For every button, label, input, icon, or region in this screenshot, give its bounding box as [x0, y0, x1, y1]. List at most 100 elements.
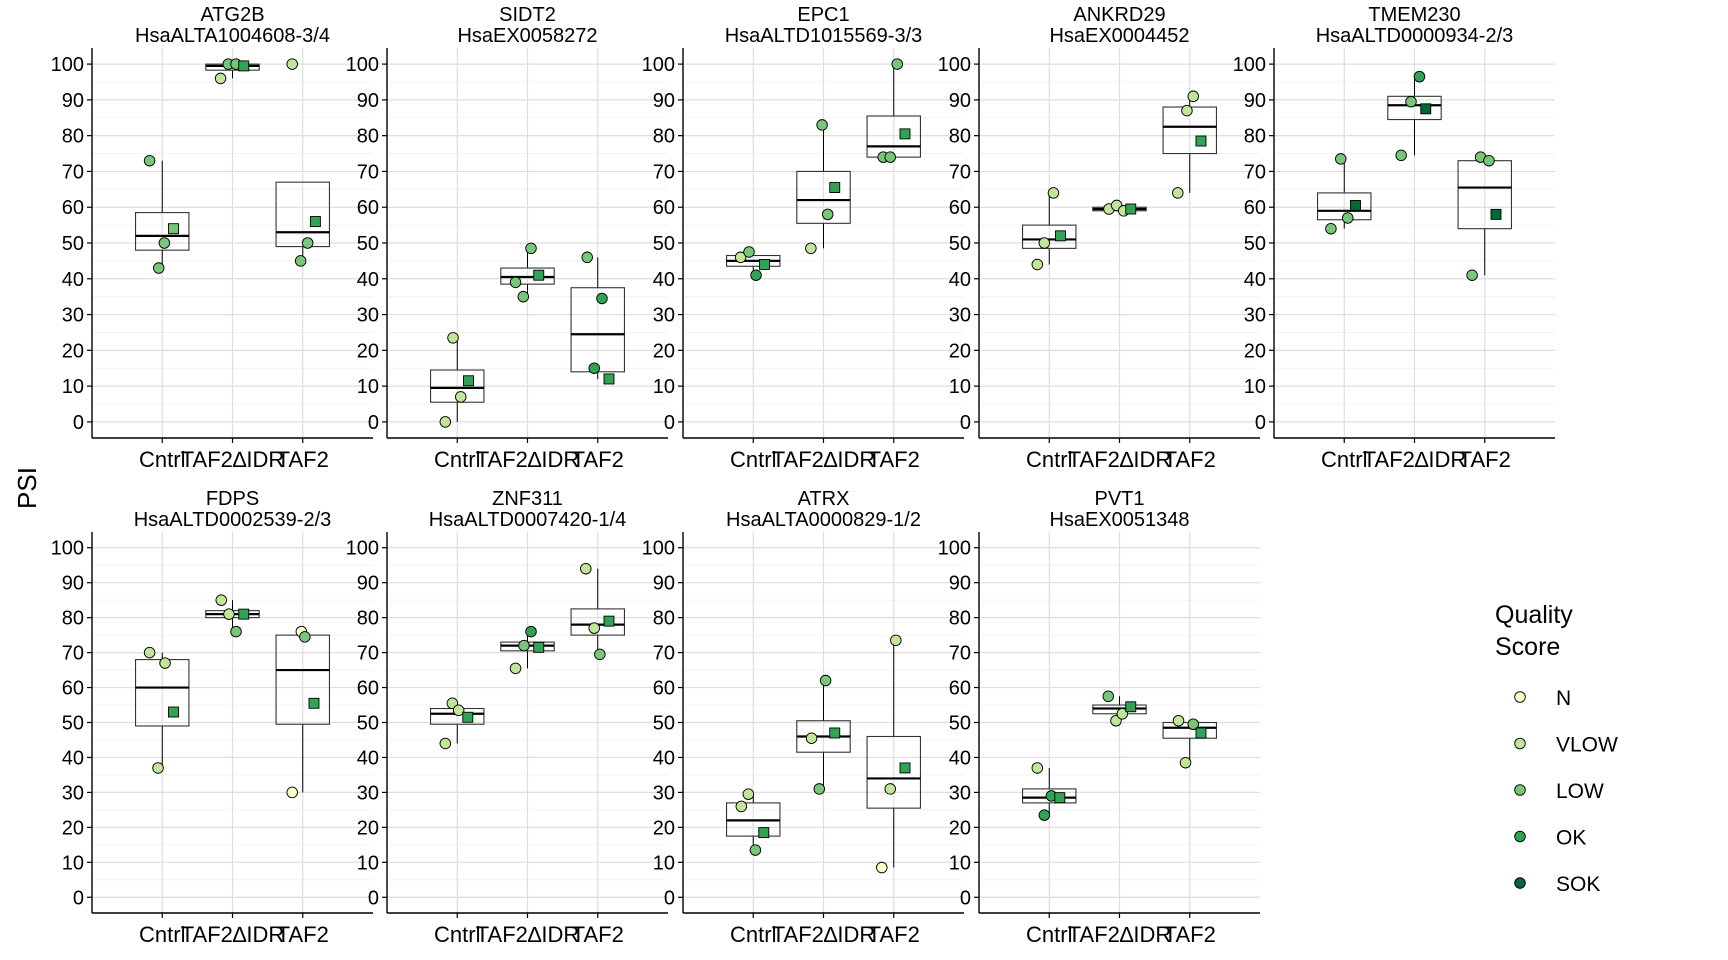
y-tick-label: 50 — [62, 713, 84, 735]
y-tick-label: 30 — [62, 782, 84, 804]
y-tick-label: 20 — [62, 817, 84, 839]
y-tick-label: 10 — [949, 852, 971, 874]
y-tick-label: 100 — [938, 538, 971, 560]
x-tick-label: TAF2∆IDR — [772, 447, 876, 472]
panel-title: PVT1 — [1094, 488, 1144, 510]
data-point — [819, 674, 832, 687]
y-tick-label: 100 — [642, 538, 675, 560]
data-point — [1038, 237, 1051, 249]
data-point — [159, 657, 171, 669]
x-tick-label: Cntrl — [730, 922, 776, 947]
panel-title: ZNF311 — [492, 488, 563, 510]
panel-subtitle: HsaALTA1004608-3/4 — [135, 25, 330, 47]
y-tick-label: 60 — [949, 678, 971, 700]
y-tick-label: 0 — [1255, 412, 1266, 434]
data-point — [743, 246, 755, 258]
y-tick-label: 60 — [357, 197, 379, 219]
data-point — [1181, 104, 1193, 117]
data-point — [455, 391, 467, 403]
y-tick-label: 90 — [357, 573, 379, 595]
y-tick-label: 100 — [1233, 54, 1266, 76]
y-tick-label: 100 — [642, 54, 675, 76]
data-point — [301, 237, 314, 249]
data-point — [594, 648, 606, 661]
y-tick-label: 80 — [357, 126, 379, 148]
y-tick-label: 70 — [949, 161, 971, 183]
data-point — [1395, 149, 1407, 162]
y-tick-label: 0 — [368, 412, 379, 434]
y-tick-label: 90 — [357, 90, 379, 112]
x-tick-label: Cntrl — [434, 922, 480, 947]
panel-subtitle: HsaALTD0000934-2/3 — [1316, 25, 1514, 47]
data-point-square — [533, 641, 545, 653]
y-tick-label: 10 — [1244, 376, 1266, 398]
data-point — [742, 788, 755, 800]
y-tick-label: 50 — [949, 713, 971, 735]
data-point — [1172, 715, 1185, 727]
panel-subtitle: HsaEX0004452 — [1049, 25, 1189, 47]
x-tick-label: TAF2 — [572, 922, 624, 947]
data-point-square — [829, 182, 841, 193]
data-point — [1466, 269, 1478, 281]
legend-title-line1: Quality — [1495, 601, 1573, 629]
data-point — [581, 251, 593, 264]
data-point-square — [168, 223, 179, 235]
data-point — [294, 255, 307, 267]
y-tick-label: 90 — [653, 90, 675, 112]
x-tick-label: TAF2 — [868, 922, 920, 947]
data-point — [1116, 708, 1129, 720]
legend: Quality Score N VLOW LOW OK SOK — [1495, 601, 1618, 896]
y-tick-label: 40 — [1244, 269, 1266, 291]
data-point — [596, 292, 608, 305]
y-tick-label: 80 — [357, 608, 379, 630]
y-tick-label: 0 — [73, 412, 84, 434]
data-point — [230, 625, 242, 638]
y-tick-label: 20 — [653, 817, 675, 839]
y-tick-label: 30 — [653, 782, 675, 804]
data-point-square — [1125, 701, 1137, 713]
y-tick-label: 40 — [62, 269, 84, 291]
box — [1022, 224, 1077, 249]
y-tick-label: 0 — [664, 412, 675, 434]
legend-label-sok: SOK — [1556, 873, 1600, 896]
legend-title-line2: Score — [1495, 633, 1560, 661]
y-tick-label: 90 — [949, 573, 971, 595]
data-point-square — [1490, 208, 1502, 220]
y-tick-label: 20 — [949, 340, 971, 362]
x-tick-label: TAF2 — [1164, 447, 1216, 472]
y-tick-label: 50 — [357, 713, 379, 735]
x-tick-label: TAF2 — [868, 447, 920, 472]
y-tick-label: 30 — [653, 305, 675, 327]
box — [135, 212, 190, 251]
data-point — [214, 72, 227, 85]
data-point — [299, 631, 311, 643]
y-tick-label: 50 — [949, 233, 971, 255]
y-tick-label: 10 — [653, 852, 675, 874]
y-tick-label: 0 — [960, 887, 971, 909]
y-tick-label: 30 — [949, 782, 971, 804]
y-tick-label: 70 — [62, 643, 84, 665]
y-tick-label: 10 — [653, 376, 675, 398]
y-tick-label: 80 — [949, 126, 971, 148]
data-point-square — [238, 60, 250, 72]
y-tick-label: 70 — [357, 161, 379, 183]
data-point — [1172, 187, 1184, 199]
y-tick-label: 90 — [62, 573, 84, 595]
legend-items: N VLOW LOW OK SOK — [1514, 687, 1618, 896]
data-point-square — [1125, 203, 1137, 215]
data-point-square — [238, 608, 250, 620]
y-tick-label: 40 — [357, 269, 379, 291]
data-point — [734, 251, 747, 264]
y-tick-label: 90 — [949, 90, 971, 112]
x-tick-label: TAF2 — [572, 447, 624, 472]
data-point — [588, 622, 600, 634]
data-point — [1102, 690, 1115, 703]
data-point — [143, 154, 156, 167]
y-tick-label: 80 — [949, 608, 971, 630]
panel-title: SIDT2 — [499, 4, 556, 26]
y-tick-label: 60 — [949, 197, 971, 219]
y-tick-label: 60 — [62, 197, 84, 219]
box — [275, 181, 330, 248]
data-point — [891, 58, 904, 70]
